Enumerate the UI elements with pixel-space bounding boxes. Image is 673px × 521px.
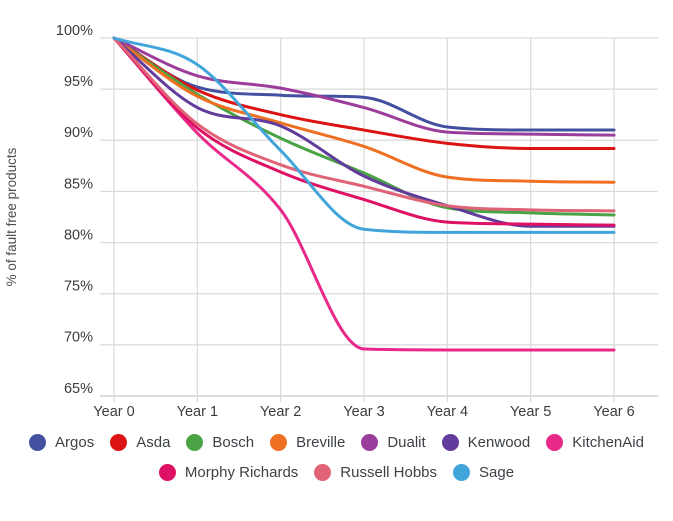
x-tick-label: Year 4 [427, 404, 468, 420]
legend-swatch-argos-icon [29, 434, 47, 451]
y-tick-label: 75% [64, 279, 93, 295]
series-line-asda [112, 36, 616, 150]
legend-item-kitchenaid[interactable]: KitchenAid [546, 434, 644, 451]
x-tick-label: Year 0 [93, 404, 134, 420]
legend-item-argos[interactable]: Argos [29, 434, 94, 451]
legend-item-bosch[interactable]: Bosch [186, 434, 254, 451]
legend-swatch-dualit-icon [361, 434, 379, 451]
x-tick-label: Year 2 [260, 404, 301, 420]
legend-swatch-russell-hobbs-icon [314, 464, 332, 481]
y-tick-label: 100% [56, 23, 93, 39]
y-tick-label: 70% [64, 330, 93, 346]
series-layer [112, 36, 616, 352]
legend-item-breville[interactable]: Breville [270, 434, 345, 451]
y-tick-label: 85% [64, 176, 93, 192]
series-line-kenwood [112, 36, 616, 228]
series-line-kitchenaid [112, 36, 616, 352]
legend-swatch-bosch-icon [186, 434, 204, 451]
chart-canvas: 100% 95% 90% 85% 80% 75% 70% 65%Year 0 Year 1 Yea… [4, 23, 658, 420]
x-tick-label: Year 1 [177, 404, 218, 420]
legend-label: Breville [296, 434, 346, 451]
legend-item-russell-hobbs[interactable]: Russell Hobbs [314, 464, 437, 481]
legend-row: Morphy Richards Russell Hobbs Sage [158, 464, 514, 481]
series-line-sage [112, 36, 616, 234]
series-line-dualit [112, 36, 616, 137]
legend-item-morphy-richards[interactable]: Morphy Richards [158, 464, 299, 481]
series-line-breville [112, 36, 616, 184]
fault-free-products-line-chart: 100% 95% 90% 85% 80% 75% 70% 65% Year 0 Year 1 Yea… [0, 23, 673, 481]
legend-label: Argos [55, 434, 95, 451]
legend-label: Morphy Richards [184, 464, 299, 481]
y-axis-title: % of fault free products [4, 147, 19, 286]
legend-item-kenwood[interactable]: Kenwood [441, 434, 531, 451]
y-tick-label: 80% [64, 227, 93, 243]
y-tick-label: 90% [64, 125, 93, 141]
legend-swatch-breville-icon [270, 434, 288, 451]
series-line-bosch [112, 36, 616, 217]
x-tick-label: Year 6 [593, 404, 634, 420]
legend-label: Dualit [387, 434, 426, 451]
y-tick-label: 65% [64, 381, 93, 397]
legend-swatch-kenwood-icon [441, 434, 459, 451]
tick-label-layer: 100% 95% 90% 85% 80% 75% 70% 65%Year 0 Year 1 Yea… [56, 23, 635, 420]
chart-legend: Argos Asda Bosch Breville Dualit Kenwood Kitch… [0, 434, 673, 481]
x-tick-label: Year 5 [510, 404, 551, 420]
legend-label: Bosch [212, 434, 255, 451]
grid-layer [100, 37, 658, 402]
x-tick-label: Year 3 [343, 404, 384, 420]
legend-item-sage[interactable]: Sage [453, 464, 514, 481]
legend-item-dualit[interactable]: Dualit [361, 434, 426, 451]
legend-swatch-asda-icon [110, 434, 128, 451]
legend-row: Argos Asda Bosch Breville Dualit Kenwood Kitch… [29, 434, 644, 451]
legend-swatch-sage-icon [453, 464, 471, 481]
series-line-russell-hobbs [112, 36, 616, 213]
legend-label: Russell Hobbs [340, 464, 438, 481]
series-line-argos [112, 36, 616, 132]
legend-label: Kenwood [467, 434, 531, 451]
series-line-morphy-richards [112, 36, 616, 227]
legend-label: Asda [136, 434, 171, 451]
legend-swatch-morphy-richards-icon [158, 464, 176, 481]
legend-swatch-kitchenaid-icon [546, 434, 564, 451]
legend-item-asda[interactable]: Asda [110, 434, 170, 451]
legend-label: KitchenAid [572, 434, 644, 451]
legend-label: Sage [479, 464, 515, 481]
y-tick-label: 95% [64, 74, 93, 90]
